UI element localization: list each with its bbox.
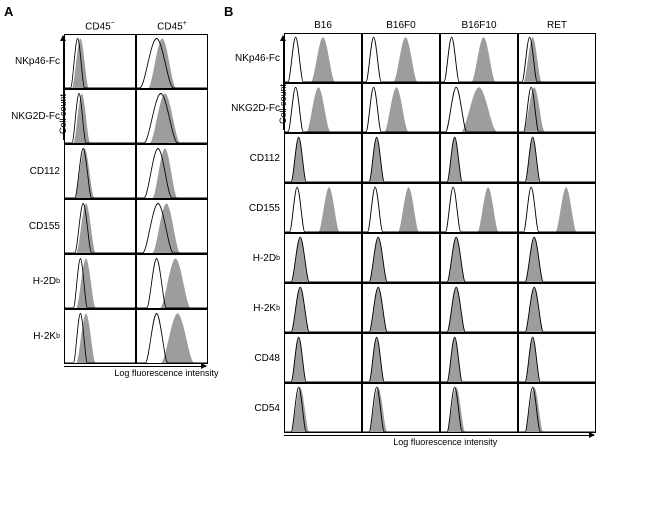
row-label-nkp46: NKp46-Fc xyxy=(10,34,64,89)
col-header-cd45pos: CD45+ xyxy=(136,20,208,34)
row-label-h2db: H-2Db xyxy=(10,254,64,309)
histogram-nkp46-cd45neg xyxy=(64,34,136,89)
x-axis-arrow xyxy=(284,435,594,436)
histogram-cd112-cd45neg xyxy=(64,144,136,199)
histogram-nkp46-b16 xyxy=(284,33,362,83)
row-label-nkg2d: NKG2D-Fc xyxy=(10,89,64,144)
row-label-cd48: CD48 xyxy=(230,333,284,383)
x-axis-arrow xyxy=(64,366,206,367)
y-axis-label: Cell count xyxy=(58,94,68,134)
histogram-nkg2d-ret xyxy=(518,83,596,133)
histogram-nkp46-ret xyxy=(518,33,596,83)
histogram-cd155-b16 xyxy=(284,183,362,233)
histogram-cd112-b16f0 xyxy=(362,133,440,183)
histogram-cd54-b16f0 xyxy=(362,383,440,433)
histogram-cd112-b16f10 xyxy=(440,133,518,183)
histogram-h2kb-b16f10 xyxy=(440,283,518,333)
histogram-cd155-cd45neg xyxy=(64,199,136,254)
histogram-nkg2d-b16f10 xyxy=(440,83,518,133)
x-axis-label: Log fluorescence intensity xyxy=(393,437,497,447)
histogram-cd155-b16f0 xyxy=(362,183,440,233)
histogram-cd54-b16f10 xyxy=(440,383,518,433)
col-header-ret: RET xyxy=(518,20,596,33)
panel-b: B B16B16F0B16F10RETNKp46-FcNKG2D-FcCD112… xyxy=(226,8,596,447)
row-label-nkg2d: NKG2D-Fc xyxy=(230,83,284,133)
histogram-cd48-b16 xyxy=(284,333,362,383)
histogram-cd54-b16 xyxy=(284,383,362,433)
histogram-h2kb-b16f0 xyxy=(362,283,440,333)
x-axis-wrap: Log fluorescence intensity xyxy=(10,364,208,378)
histogram-cd112-cd45pos xyxy=(136,144,208,199)
col-header-b16f0: B16F0 xyxy=(362,20,440,33)
row-label-cd112: CD112 xyxy=(230,133,284,183)
panel-a-label: A xyxy=(4,4,13,19)
col-header-cd45neg: CD45− xyxy=(64,20,136,34)
grid-corner xyxy=(10,20,64,34)
histogram-cd155-cd45pos xyxy=(136,199,208,254)
y-axis-label: Cell count xyxy=(278,84,288,124)
histogram-nkg2d-cd45pos xyxy=(136,89,208,144)
histogram-cd112-b16 xyxy=(284,133,362,183)
histogram-nkg2d-b16f0 xyxy=(362,83,440,133)
histogram-nkg2d-b16 xyxy=(284,83,362,133)
col-header-b16f10: B16F10 xyxy=(440,20,518,33)
row-label-cd54: CD54 xyxy=(230,383,284,433)
histogram-h2db-cd45neg xyxy=(64,254,136,309)
histogram-nkg2d-cd45neg xyxy=(64,89,136,144)
histogram-cd112-ret xyxy=(518,133,596,183)
panel-b-label: B xyxy=(224,4,233,19)
histogram-h2db-cd45pos xyxy=(136,254,208,309)
row-label-h2db: H-2Db xyxy=(230,233,284,283)
row-label-cd155: CD155 xyxy=(230,183,284,233)
histogram-cd48-b16f0 xyxy=(362,333,440,383)
x-axis-label: Log fluorescence intensity xyxy=(114,368,218,378)
histogram-h2kb-ret xyxy=(518,283,596,333)
panel-a: A CD45−CD45+NKp46-FcNKG2D-FcCD112CD155H-… xyxy=(6,8,208,447)
col-header-b16: B16 xyxy=(284,20,362,33)
row-label-h2kb: H-2Kb xyxy=(10,309,64,364)
histogram-cd155-b16f10 xyxy=(440,183,518,233)
figure-root: A CD45−CD45+NKp46-FcNKG2D-FcCD112CD155H-… xyxy=(0,0,665,453)
histogram-nkp46-b16f0 xyxy=(362,33,440,83)
histogram-cd155-ret xyxy=(518,183,596,233)
histogram-h2db-b16f10 xyxy=(440,233,518,283)
row-label-cd155: CD155 xyxy=(10,199,64,254)
histogram-h2db-b16 xyxy=(284,233,362,283)
histogram-cd54-ret xyxy=(518,383,596,433)
row-label-cd112: CD112 xyxy=(10,144,64,199)
histogram-h2kb-cd45pos xyxy=(136,309,208,364)
panel-b-grid: B16B16F0B16F10RETNKp46-FcNKG2D-FcCD112CD… xyxy=(230,20,596,433)
panel-a-grid: CD45−CD45+ NKp46-FcNKG2D-FcCD112CD155H-2D… xyxy=(10,20,208,364)
row-label-h2kb: H-2Kb xyxy=(230,283,284,333)
x-axis-wrap: Log fluorescence intensity xyxy=(230,433,596,447)
row-label-nkp46: NKp46-Fc xyxy=(230,33,284,83)
histogram-cd48-ret xyxy=(518,333,596,383)
histogram-cd48-b16f10 xyxy=(440,333,518,383)
grid-corner xyxy=(230,20,284,33)
histogram-h2kb-b16 xyxy=(284,283,362,333)
histogram-h2db-b16f0 xyxy=(362,233,440,283)
histogram-nkp46-b16f10 xyxy=(440,33,518,83)
histogram-h2db-ret xyxy=(518,233,596,283)
histogram-nkp46-cd45pos xyxy=(136,34,208,89)
histogram-h2kb-cd45neg xyxy=(64,309,136,364)
